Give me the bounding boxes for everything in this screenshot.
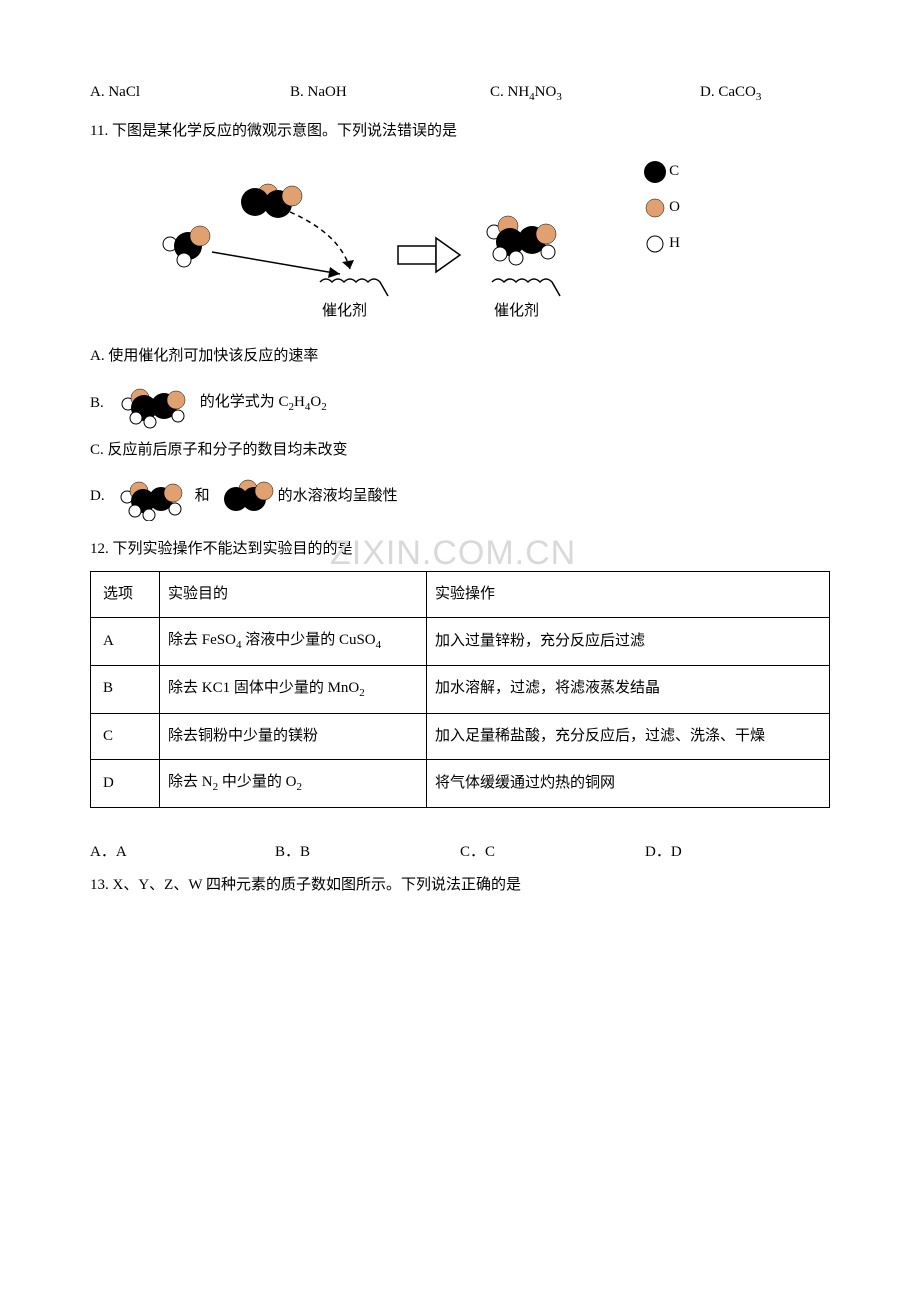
- q10-c-pre: C. NH: [490, 84, 529, 100]
- q12-r1-p: 除去 KC1 固体中少量的 MnO2: [160, 665, 427, 713]
- catalyst-left-icon: [320, 279, 388, 296]
- q12-ans-c: C．C: [460, 840, 645, 866]
- product-molecule: [487, 216, 556, 265]
- q12-answers: A．A B．B C．C D．D: [90, 840, 830, 866]
- q10-d-sub: 3: [756, 91, 762, 103]
- q11-d-molecule1-icon: [111, 473, 195, 521]
- big-arrow-icon: [398, 238, 460, 272]
- q11-d-molecule2-icon: [214, 475, 274, 519]
- q13-stem: 13. X、Y、Z、W 四种元素的质子数如图所示。下列说法正确的是: [90, 873, 830, 899]
- q12-table: 选项 实验目的 实验操作 A 除去 FeSO4 溶液中少量的 CuSO4 加入过…: [90, 571, 830, 808]
- q12-ans-d: D．D: [645, 840, 830, 866]
- q10-options: A. NaCl B. NaOH C. NH4NO3 D. CaCO3: [90, 80, 830, 107]
- q12-h-opt: 选项: [91, 571, 160, 618]
- q10-opt-d: D. CaCO3: [700, 80, 830, 107]
- q12-r1-op: 加水溶解，过滤，将滤液蒸发结晶: [427, 665, 830, 713]
- catalyst-right-icon: [492, 279, 560, 296]
- q10-c-mid: NO: [535, 84, 557, 100]
- q10-opt-b: B. NaOH: [290, 80, 490, 107]
- q12-h-op: 实验操作: [427, 571, 830, 618]
- legend-c: C: [669, 159, 679, 185]
- q10-opt-c: C. NH4NO3: [490, 80, 700, 107]
- q11-opt-b: B. 的化学式为 C2H4O2: [90, 378, 830, 430]
- solid-arrow-line: [212, 252, 340, 274]
- q11-d-letter: D.: [90, 484, 105, 510]
- table-row: D 除去 N2 中少量的 O2 将气体缓缓通过灼热的铜网: [91, 760, 830, 808]
- q12-ans-a: A．A: [90, 840, 275, 866]
- dashed-arrow-path: [290, 212, 350, 269]
- q11-b-text: 的化学式为 C2H4O2: [200, 390, 327, 417]
- diagram-legend: C O H: [641, 154, 680, 262]
- q12-ans-b: B．B: [275, 840, 460, 866]
- q11-d-and: 和: [195, 484, 210, 510]
- catalyst-right-label: 催化剂: [494, 299, 539, 325]
- q12-r3-k: D: [91, 760, 160, 808]
- q12-r2-p: 除去铜粉中少量的镁粉: [160, 713, 427, 760]
- q10-opt-a: A. NaCl: [90, 80, 290, 107]
- q10-d-pre: D. CaCO: [700, 84, 756, 100]
- legend-o: O: [669, 195, 680, 221]
- q11-b-letter: B.: [90, 391, 104, 417]
- q12-stem: 12. 下列实验操作不能达到实验目的的是: [90, 537, 830, 563]
- q12-r3-op: 将气体缓缓通过灼热的铜网: [427, 760, 830, 808]
- table-row: A 除去 FeSO4 溶液中少量的 CuSO4 加入过量锌粉，充分反应后过滤: [91, 618, 830, 666]
- q12-r0-k: A: [91, 618, 160, 666]
- legend-h: H: [669, 231, 680, 257]
- q11-opt-d: D. 和 的水溶液均呈酸性: [90, 471, 830, 523]
- q11-opt-c: C. 反应前后原子和分子的数目均未改变: [90, 438, 830, 464]
- q11-stem: 11. 下图是某化学反应的微观示意图。下列说法错误的是: [90, 119, 830, 145]
- q11-opt-a: A. 使用催化剂可加快该反应的速率: [90, 344, 830, 370]
- q12-r3-p: 除去 N2 中少量的 O2: [160, 760, 427, 808]
- q11-diagram: 催化剂 催化剂 C O H: [140, 154, 600, 334]
- dashed-arrow-head: [342, 260, 354, 269]
- q10-c-s2: 3: [556, 91, 562, 103]
- q12-r0-p: 除去 FeSO4 溶液中少量的 CuSO4: [160, 618, 427, 666]
- table-row: C 除去铜粉中少量的镁粉 加入足量稀盐酸，充分反应后，过滤、洗涤、干燥: [91, 713, 830, 760]
- q11-d-text: 的水溶液均呈酸性: [278, 484, 398, 510]
- solid-arrow-head: [328, 267, 340, 278]
- q12-r2-k: C: [91, 713, 160, 760]
- q12-r1-k: B: [91, 665, 160, 713]
- catalyst-left-label: 催化剂: [322, 299, 367, 325]
- reactant-small: [163, 226, 210, 267]
- table-row: B 除去 KC1 固体中少量的 MnO2 加水溶解，过滤，将滤液蒸发结晶: [91, 665, 830, 713]
- q12-r2-op: 加入足量稀盐酸，充分反应后，过滤、洗涤、干燥: [427, 713, 830, 760]
- q12-r0-op: 加入过量锌粉，充分反应后过滤: [427, 618, 830, 666]
- q12-h-purpose: 实验目的: [160, 571, 427, 618]
- q11-b-molecule-icon: [110, 378, 200, 430]
